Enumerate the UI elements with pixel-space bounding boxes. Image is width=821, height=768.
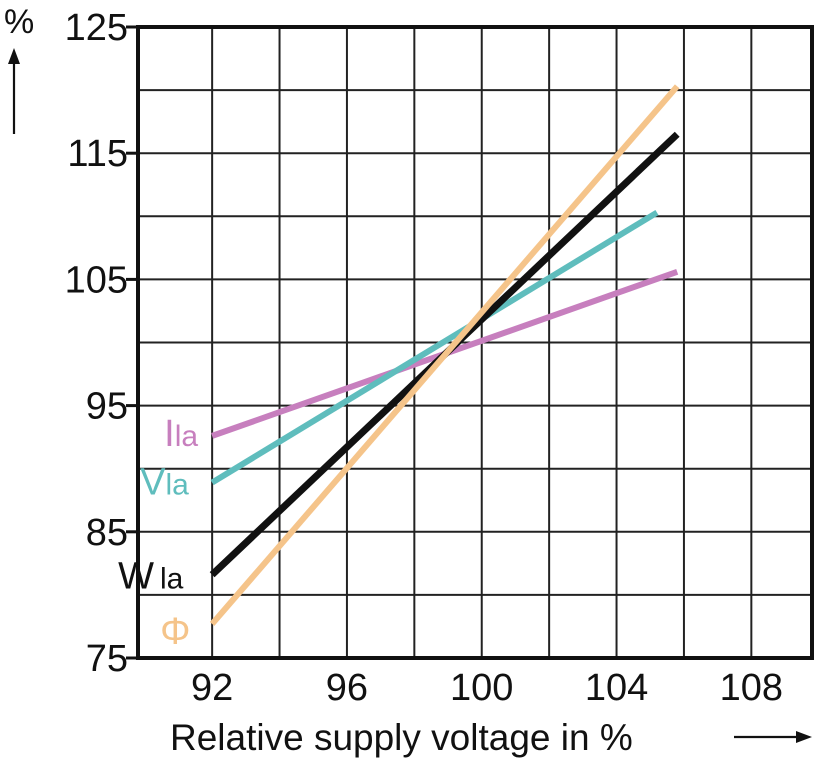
series-label-φ: Φ [160, 611, 190, 653]
y-tick-label: 95 [86, 386, 128, 428]
series-labels: Ila Vla W la Φ [118, 413, 198, 653]
y-axis-ticks: 75 85 95 105 115 125 [65, 7, 138, 680]
y-tick-label: 75 [86, 638, 128, 680]
series-line-vla [210, 209, 659, 486]
x-tick-label: 100 [450, 667, 513, 709]
x-axis-arrow-icon [734, 731, 812, 743]
plot-frame [136, 25, 814, 660]
x-tick-label: 108 [720, 667, 783, 709]
x-tick-label: 92 [191, 667, 233, 709]
x-tick-label: 96 [326, 667, 368, 709]
x-axis-ticks: 92 96 100 104 108 [191, 667, 783, 709]
series-line-φ [209, 84, 680, 626]
y-axis-label: % [4, 3, 34, 41]
x-tick-label: 104 [585, 667, 648, 709]
y-tick-label: 85 [86, 512, 128, 554]
y-axis-arrow-icon [8, 48, 20, 134]
chart-series [209, 84, 680, 626]
y-tick-label: 105 [65, 259, 128, 301]
x-axis-label: Relative supply voltage in % [170, 717, 633, 758]
series-label-vla: Vla [140, 462, 189, 504]
y-tick-label: 125 [65, 7, 128, 49]
series-label-ila: Ila [164, 413, 198, 455]
y-tick-label: 115 [67, 133, 128, 175]
